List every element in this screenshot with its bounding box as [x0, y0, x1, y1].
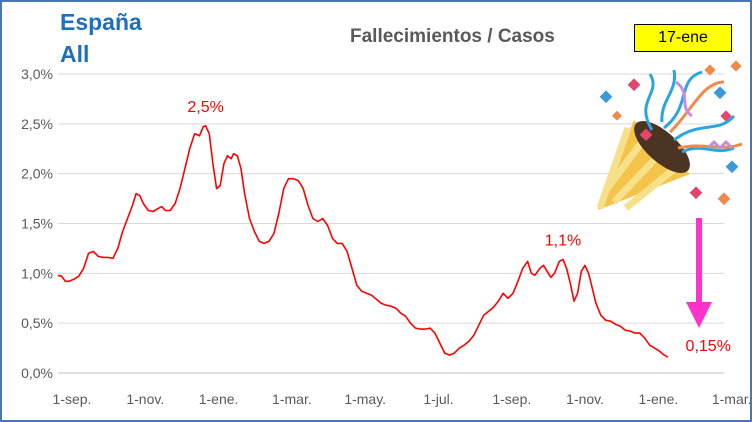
- x-tick-label: 1-ene.: [639, 391, 679, 407]
- y-tick-label: 0,5%: [21, 315, 53, 331]
- y-tick-label: 2,5%: [21, 116, 53, 132]
- data-label: 1,1%: [545, 232, 581, 249]
- y-tick-label: 2,0%: [21, 166, 53, 182]
- series-layer: [57, 125, 669, 358]
- data-label: 0,15%: [686, 338, 731, 355]
- y-tick-label: 1,5%: [21, 216, 53, 232]
- region-subtitle: All: [60, 41, 90, 67]
- y-tick-label: 0,0%: [21, 365, 53, 381]
- annotation-layer: 2,5% 1,1% 0,15%: [187, 99, 731, 355]
- x-axis: 1-sep. 1-nov. 1-ene. 1-mar. 1-may. 1-jul. 1-se…: [53, 391, 750, 407]
- chart-title: Fallecimientos / Casos: [350, 26, 555, 47]
- x-tick-label: 1-mar.: [272, 391, 312, 407]
- y-tick-label: 1,0%: [21, 265, 53, 281]
- x-tick-label: 1-ene.: [199, 391, 239, 407]
- x-tick-label: 1-nov.: [126, 391, 164, 407]
- down-arrow-icon: [686, 218, 712, 328]
- x-tick-label: 1-may.: [344, 391, 386, 407]
- x-tick-label: 1-sep.: [53, 391, 92, 407]
- x-tick-label: 1-mar.: [712, 391, 750, 407]
- x-tick-label: 1-nov.: [566, 391, 604, 407]
- x-tick-label: 1-jul.: [423, 391, 453, 407]
- date-badge: 17-ene: [634, 24, 732, 52]
- region-title: España: [60, 9, 142, 35]
- party-popper-icon: [596, 60, 743, 211]
- y-tick-label: 3,0%: [21, 66, 53, 82]
- grid-layer: [58, 73, 724, 374]
- series-line: [57, 125, 669, 358]
- y-axis: 0,0% 0,5% 1,0% 1,5% 2,0% 2,5% 3,0%: [21, 66, 53, 381]
- data-label: 2,5%: [187, 99, 223, 116]
- x-tick-label: 1-sep.: [492, 391, 531, 407]
